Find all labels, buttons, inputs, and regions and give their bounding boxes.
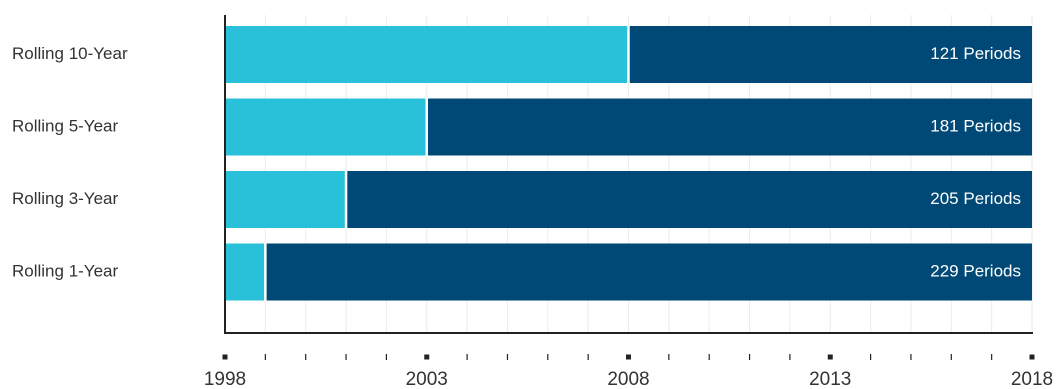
bar-segment bbox=[225, 98, 427, 156]
bar-segment bbox=[265, 243, 1033, 301]
category-label: Rolling 5-Year bbox=[12, 116, 118, 135]
x-tick-label: 2008 bbox=[607, 369, 649, 389]
category-label: Rolling 10-Year bbox=[12, 44, 128, 63]
x-tick-mark bbox=[424, 354, 430, 360]
category-label: Rolling 1-Year bbox=[12, 261, 118, 280]
bar-segment bbox=[346, 171, 1032, 228]
bar-annotation: 121 Periods bbox=[930, 44, 1021, 63]
x-tick-label: 2003 bbox=[406, 369, 448, 389]
x-tick-label: 1998 bbox=[204, 369, 246, 389]
bar-segment bbox=[225, 171, 347, 228]
bar-segment bbox=[628, 26, 1032, 83]
x-tick-mark bbox=[626, 354, 631, 360]
bar-segment bbox=[225, 26, 629, 83]
category-label: Rolling 3-Year bbox=[12, 189, 118, 208]
x-tick-mark bbox=[827, 354, 833, 360]
x-tick-mark bbox=[1029, 354, 1035, 360]
bar-segment bbox=[225, 243, 266, 301]
x-tick-mark bbox=[222, 354, 228, 360]
x-tick-label: 2018 bbox=[1011, 369, 1053, 389]
bar-annotation: 205 Periods bbox=[930, 189, 1021, 208]
bar-segment bbox=[426, 98, 1032, 156]
bar-annotation: 181 Periods bbox=[930, 116, 1021, 135]
bar-annotation: 229 Periods bbox=[930, 261, 1021, 280]
x-tick-label: 2013 bbox=[809, 369, 851, 389]
